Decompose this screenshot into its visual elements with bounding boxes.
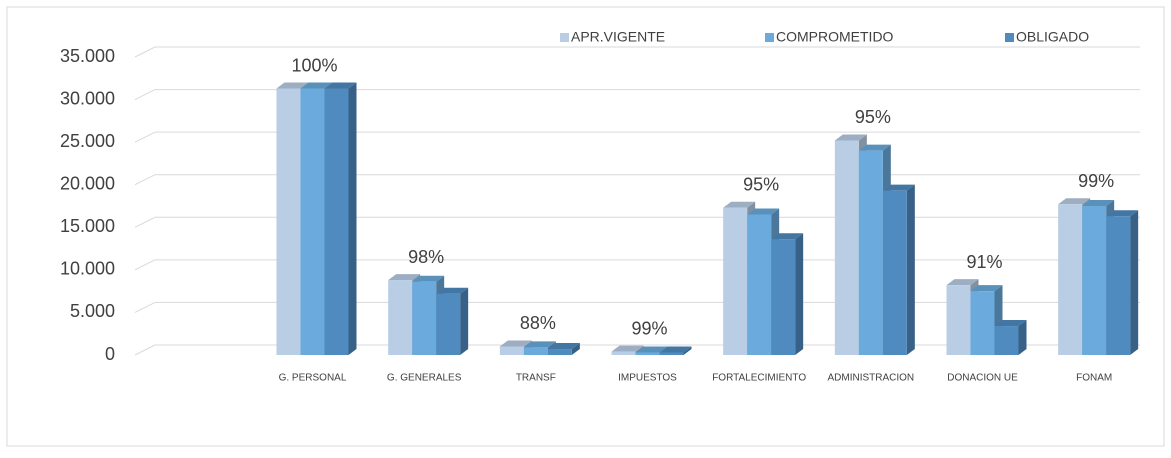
bar-top [834, 134, 867, 141]
bar [547, 349, 572, 355]
y-tick-label: 0 [105, 344, 115, 364]
bar-top [747, 208, 780, 215]
bar [994, 326, 1019, 355]
y-tick-label: 25.000 [60, 131, 115, 151]
bar-side [1130, 210, 1139, 355]
bar [436, 293, 461, 355]
percent-label: 99% [631, 318, 667, 338]
chart-frame [6, 6, 1165, 447]
percent-label: 98% [408, 247, 444, 267]
bar [970, 291, 995, 355]
bar-top [324, 82, 357, 89]
bar-top [611, 345, 644, 352]
bar-top [1106, 210, 1139, 217]
bar [635, 352, 660, 355]
y-tick-label: 10.000 [60, 259, 115, 279]
bar-side [683, 346, 692, 355]
bar [834, 140, 859, 355]
bar-top [276, 82, 309, 89]
percent-label: 99% [1078, 171, 1114, 191]
y-tick-label: 15.000 [60, 216, 115, 236]
bar-top [388, 274, 421, 281]
grid-depth [134, 301, 156, 313]
bar-side [348, 82, 357, 355]
bar-top [771, 233, 804, 240]
bar-side [906, 184, 915, 355]
bar-top [635, 346, 668, 353]
y-tick-label: 35.000 [60, 46, 115, 66]
bar-side [1018, 320, 1027, 355]
grid-depth [134, 89, 156, 101]
grid-depth [134, 216, 156, 228]
legend-label: OBLIGADO [1016, 29, 1089, 45]
legend-swatch [765, 33, 774, 42]
bar [412, 281, 437, 355]
bar [659, 352, 684, 355]
x-tick-label: G. PERSONAL [279, 373, 347, 384]
x-tick-label: IMPUESTOS [618, 373, 677, 384]
y-tick-label: 20.000 [60, 173, 115, 193]
bar-top [970, 285, 1003, 292]
percent-label: 88% [520, 313, 556, 333]
legend-label: COMPROMETIDO [776, 29, 894, 45]
bar-side [571, 343, 580, 355]
percent-label: 100% [291, 55, 337, 75]
grid-depth [134, 259, 156, 271]
bar [747, 214, 772, 355]
bar-top [723, 201, 756, 208]
bar [1058, 204, 1083, 355]
x-tick-label: TRANSF [516, 373, 556, 384]
bar [611, 351, 636, 355]
bar-side [460, 287, 469, 355]
grid-depth [134, 131, 156, 143]
grid-depth [134, 46, 156, 58]
bar [300, 88, 325, 355]
grid-depth [134, 174, 156, 186]
y-tick-label: 5.000 [70, 301, 115, 321]
bar-top [858, 144, 891, 151]
bar [523, 347, 548, 355]
bar-top [436, 287, 469, 294]
legend-label: APR.VIGENTE [571, 29, 665, 45]
bar [324, 88, 349, 355]
x-tick-label: ADMINISTRACION [827, 373, 914, 384]
legend-swatch [1005, 33, 1014, 42]
bar [388, 280, 413, 355]
bar-top [412, 275, 445, 282]
x-tick-label: G. GENERALES [387, 373, 462, 384]
bar-top [1058, 198, 1091, 205]
bar-top [547, 343, 580, 350]
y-tick-label: 30.000 [60, 88, 115, 108]
percent-label: 91% [966, 252, 1002, 272]
bar-top [300, 82, 333, 89]
bar-top [882, 184, 915, 191]
bar-top [523, 341, 556, 348]
legend-swatch [560, 33, 569, 42]
bar-top [499, 340, 532, 347]
bar [946, 285, 971, 355]
bar [276, 88, 301, 355]
bar [771, 239, 796, 355]
bar-side [795, 233, 804, 355]
grid-depth [134, 344, 156, 356]
bar [723, 207, 748, 355]
bar-top [994, 320, 1027, 327]
bar [1082, 206, 1107, 355]
bar [858, 150, 883, 355]
percent-label: 95% [743, 174, 779, 194]
bar [1106, 216, 1131, 355]
bar-top [659, 346, 692, 353]
bar [499, 346, 524, 355]
bar-top [1082, 200, 1115, 206]
x-tick-label: DONACION UE [947, 373, 1018, 384]
x-tick-label: FONAM [1076, 373, 1112, 384]
bar [882, 190, 907, 355]
percent-label: 95% [855, 107, 891, 127]
x-tick-label: FORTALECIMIENTO [712, 373, 806, 384]
bar-top [946, 279, 979, 286]
